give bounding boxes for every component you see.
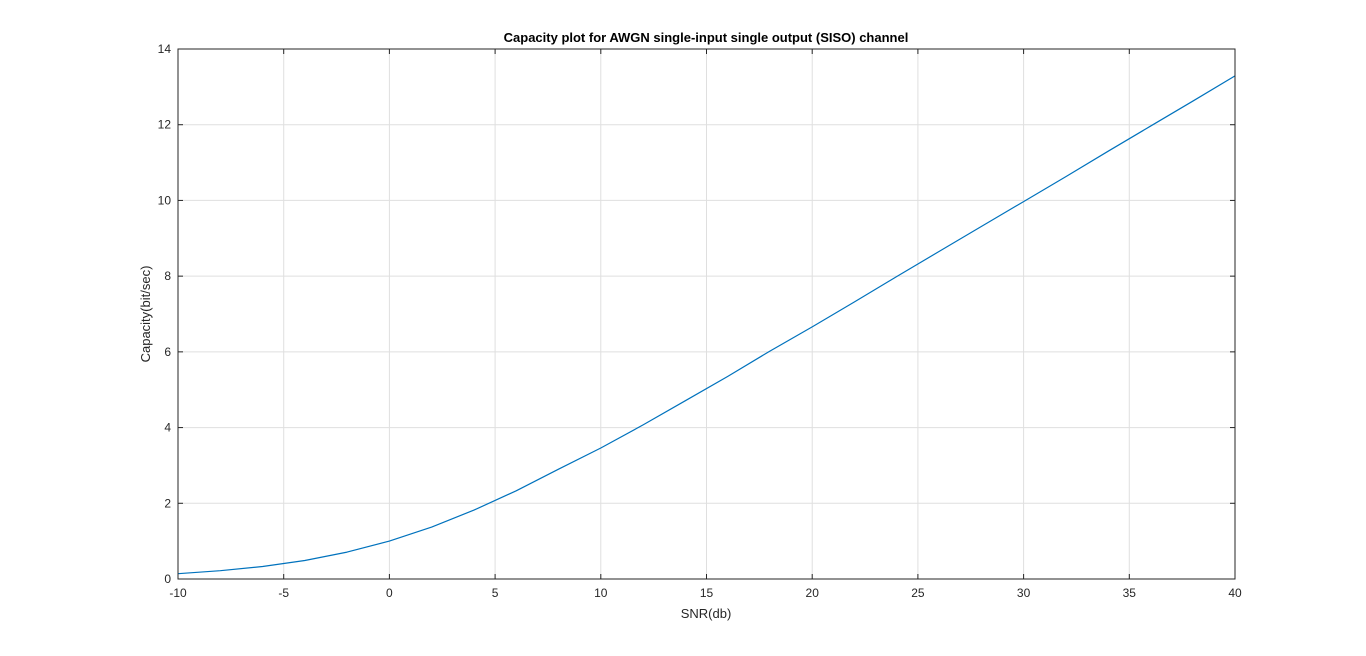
x-tick-label: 0 (386, 586, 393, 600)
x-tick-label: 35 (1123, 586, 1137, 600)
y-tick-label: 0 (164, 572, 171, 586)
x-tick-labels: -10 -5 0 5 10 15 20 25 30 35 40 (169, 586, 1242, 600)
y-tick-label: 14 (158, 42, 172, 56)
ticks (177, 48, 1236, 580)
y-tick-label: 10 (158, 193, 172, 207)
series-layer (177, 75, 1236, 575)
x-tick-label: -5 (278, 586, 289, 600)
x-tick-label: 15 (700, 586, 714, 600)
series-line (177, 75, 1236, 575)
x-tick-label: 5 (492, 586, 499, 600)
y-tick-label: 12 (158, 118, 172, 132)
chart-title: Capacity plot for AWGN single-input sing… (504, 30, 909, 45)
y-axis-label: Capacity(bit/sec) (138, 266, 153, 363)
x-tick-label: 20 (806, 586, 820, 600)
x-tick-label: 40 (1228, 586, 1242, 600)
y-tick-label: 2 (164, 496, 171, 510)
x-tick-label: 30 (1017, 586, 1031, 600)
y-tick-label: 6 (164, 345, 171, 359)
y-tick-label: 8 (164, 269, 171, 283)
x-axis-label: SNR(db) (681, 606, 732, 621)
x-tick-label: 10 (594, 586, 608, 600)
x-tick-label: -10 (169, 586, 187, 600)
x-tick-label: 25 (911, 586, 925, 600)
y-tick-label: 4 (164, 421, 171, 435)
y-tick-labels: 0 2 4 6 8 10 12 14 (158, 42, 172, 586)
